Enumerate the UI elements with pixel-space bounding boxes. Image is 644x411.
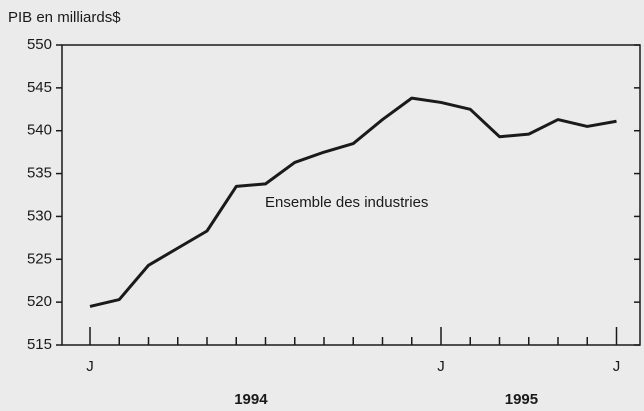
year-label: 1994 bbox=[234, 391, 268, 408]
year-label: 1995 bbox=[505, 391, 538, 408]
x-tick-label: J bbox=[613, 358, 621, 375]
y-tick-label: 525 bbox=[27, 250, 52, 267]
x-tick-label: J bbox=[437, 358, 445, 375]
plot-frame bbox=[61, 44, 641, 346]
y-tick-label: 540 bbox=[27, 122, 52, 139]
y-tick-label: 545 bbox=[27, 79, 52, 96]
y-tick-label: 515 bbox=[27, 336, 52, 353]
y-tick-label: 535 bbox=[27, 165, 52, 182]
y-tick-label: 520 bbox=[27, 293, 52, 310]
x-tick-label: J bbox=[86, 358, 94, 375]
y-axis-label: PIB en milliards$ bbox=[8, 9, 121, 26]
series-line bbox=[89, 96, 617, 308]
y-tick-label: 530 bbox=[27, 207, 52, 224]
y-tick-label: 550 bbox=[27, 36, 52, 53]
annotation: Ensemble des industries bbox=[265, 194, 428, 211]
